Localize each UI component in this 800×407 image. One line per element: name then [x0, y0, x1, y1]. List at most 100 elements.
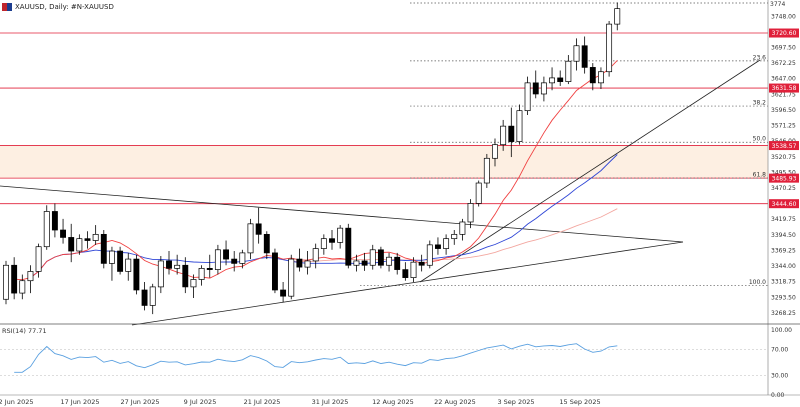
candle — [475, 180, 482, 207]
price-tick-label: 3520.75 — [771, 154, 796, 161]
candle-body — [174, 264, 181, 269]
candle — [329, 230, 335, 250]
candle — [35, 243, 42, 278]
candle-body — [386, 256, 393, 266]
fib-label: 50.0 — [753, 136, 767, 143]
candle — [182, 257, 189, 294]
candle — [597, 67, 604, 90]
candle — [394, 252, 401, 275]
candle-body — [475, 182, 482, 204]
candle-body — [483, 157, 490, 184]
candle — [410, 257, 417, 282]
candle — [239, 249, 246, 269]
price-tick-label: 3495.50 — [771, 169, 796, 176]
time-tick-label: 12 Aug 2025 — [372, 398, 414, 406]
candle-body — [565, 60, 572, 82]
candle-body — [288, 258, 295, 297]
candle-body — [557, 77, 564, 82]
candle-body — [247, 223, 254, 254]
candle — [320, 234, 327, 255]
candle-body — [206, 268, 213, 270]
candle — [206, 254, 213, 278]
triangle-lower-line — [131, 241, 684, 326]
candle-body — [459, 221, 466, 235]
candle-body — [304, 260, 311, 268]
top-price-label: 3774 — [770, 1, 785, 8]
price-tick-label: 3571.25 — [771, 123, 796, 130]
candle — [263, 231, 270, 260]
price-tags: 3720.60 3631.58 3538.57 3485.93 3444.60 — [769, 28, 799, 209]
time-tick-label: 2 Jun 2025 — [0, 398, 33, 406]
candle — [573, 38, 580, 71]
time-tick-label: 17 Jun 2025 — [60, 398, 99, 406]
time-axis: 2 Jun 2025 17 Jun 2025 27 Jun 2025 9 Jul 20… — [0, 398, 601, 406]
candle-body — [263, 233, 270, 254]
candle — [361, 252, 368, 271]
price-tag-bg — [769, 28, 799, 38]
candle — [606, 21, 613, 77]
price-tag: 3631.58 — [769, 83, 799, 93]
price-tick-label: 3268.25 — [771, 310, 796, 317]
candle-body — [524, 82, 531, 112]
candle — [280, 281, 287, 303]
rsi-tick-label: 100.00 — [771, 327, 792, 334]
candle — [304, 251, 311, 275]
candle-body — [125, 258, 132, 272]
candle — [435, 237, 441, 255]
candle — [549, 67, 556, 91]
candle — [508, 107, 515, 158]
price-tick-label: 3748.00 — [771, 13, 796, 20]
time-tick-label: 15 Sep 2025 — [559, 398, 600, 406]
candle-body — [296, 258, 303, 268]
candle-body — [492, 144, 498, 159]
rsi-pane: 100.00 70.00 30.00 0.00 — [0, 327, 792, 399]
candle — [19, 274, 26, 300]
candle-body — [589, 67, 596, 84]
fib-label: 61.8 — [753, 172, 767, 179]
candle — [418, 254, 425, 272]
candle-body — [51, 211, 58, 231]
candle — [149, 283, 156, 315]
candle-body — [133, 258, 140, 291]
candle-body — [451, 233, 458, 240]
candle-body — [117, 250, 124, 272]
candle-body — [426, 244, 433, 266]
candle-body — [231, 258, 238, 264]
candle-body — [68, 237, 75, 252]
price-tick-label: 3293.50 — [771, 294, 796, 301]
candle-body — [214, 249, 221, 270]
candle-body — [532, 82, 539, 95]
candle-body — [141, 289, 148, 306]
candle-body — [361, 260, 368, 266]
candle-body — [369, 249, 376, 266]
rsi-tick-label: 70.00 — [771, 347, 788, 354]
candle-body — [573, 45, 580, 62]
price-tick-label: 3369.25 — [771, 247, 796, 254]
candle — [60, 218, 67, 244]
candle-body — [508, 125, 515, 142]
candle-body — [76, 238, 83, 252]
candle — [467, 199, 474, 229]
candle-body — [402, 269, 409, 278]
candle — [272, 248, 278, 294]
candle — [516, 104, 523, 145]
candle — [377, 246, 384, 269]
price-tag-label: 3538.57 — [772, 143, 797, 150]
candle-body — [500, 125, 507, 146]
rsi-label: RSI(14) 77.71 — [2, 327, 47, 335]
fib-label: 38.2 — [753, 100, 767, 107]
price-tag-label: 3444.60 — [772, 201, 797, 208]
candle — [483, 153, 490, 188]
candle-body — [549, 77, 556, 84]
candle — [157, 255, 164, 294]
candle — [353, 254, 360, 272]
candle-body — [337, 227, 344, 243]
candle — [84, 231, 91, 249]
candle — [255, 207, 262, 244]
price-tick-label: 3647.00 — [771, 76, 796, 83]
candle — [589, 63, 596, 91]
candle-body — [614, 8, 621, 25]
candle — [68, 223, 75, 263]
candle-body — [418, 261, 425, 266]
rising-trendline — [419, 59, 761, 283]
